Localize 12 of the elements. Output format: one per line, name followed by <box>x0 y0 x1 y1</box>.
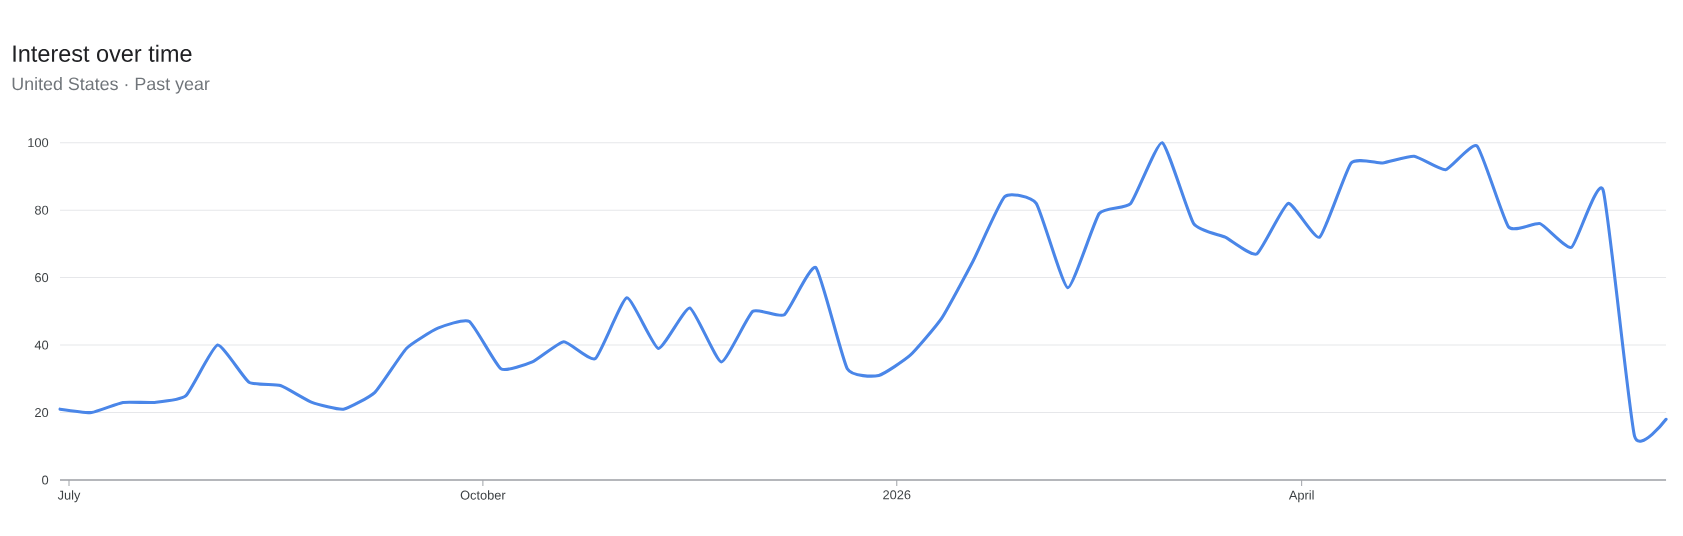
chart-subtitle: United States · Past year <box>12 77 210 94</box>
x-tick-label: 2026 <box>883 490 911 500</box>
chart-title: Interest over time <box>13 44 192 62</box>
y-tick-label: 100 <box>28 138 49 148</box>
x-tick-label: April <box>1288 490 1314 503</box>
y-tick-label: 40 <box>34 340 49 350</box>
y-tick-label: 60 <box>35 273 49 283</box>
x-tick-label: October <box>460 490 506 500</box>
y-tick-label: 20 <box>35 408 49 418</box>
y-tick-label: 0 <box>42 475 49 485</box>
y-tick-label: 80 <box>35 205 49 215</box>
x-tick-label: July <box>57 490 81 503</box>
